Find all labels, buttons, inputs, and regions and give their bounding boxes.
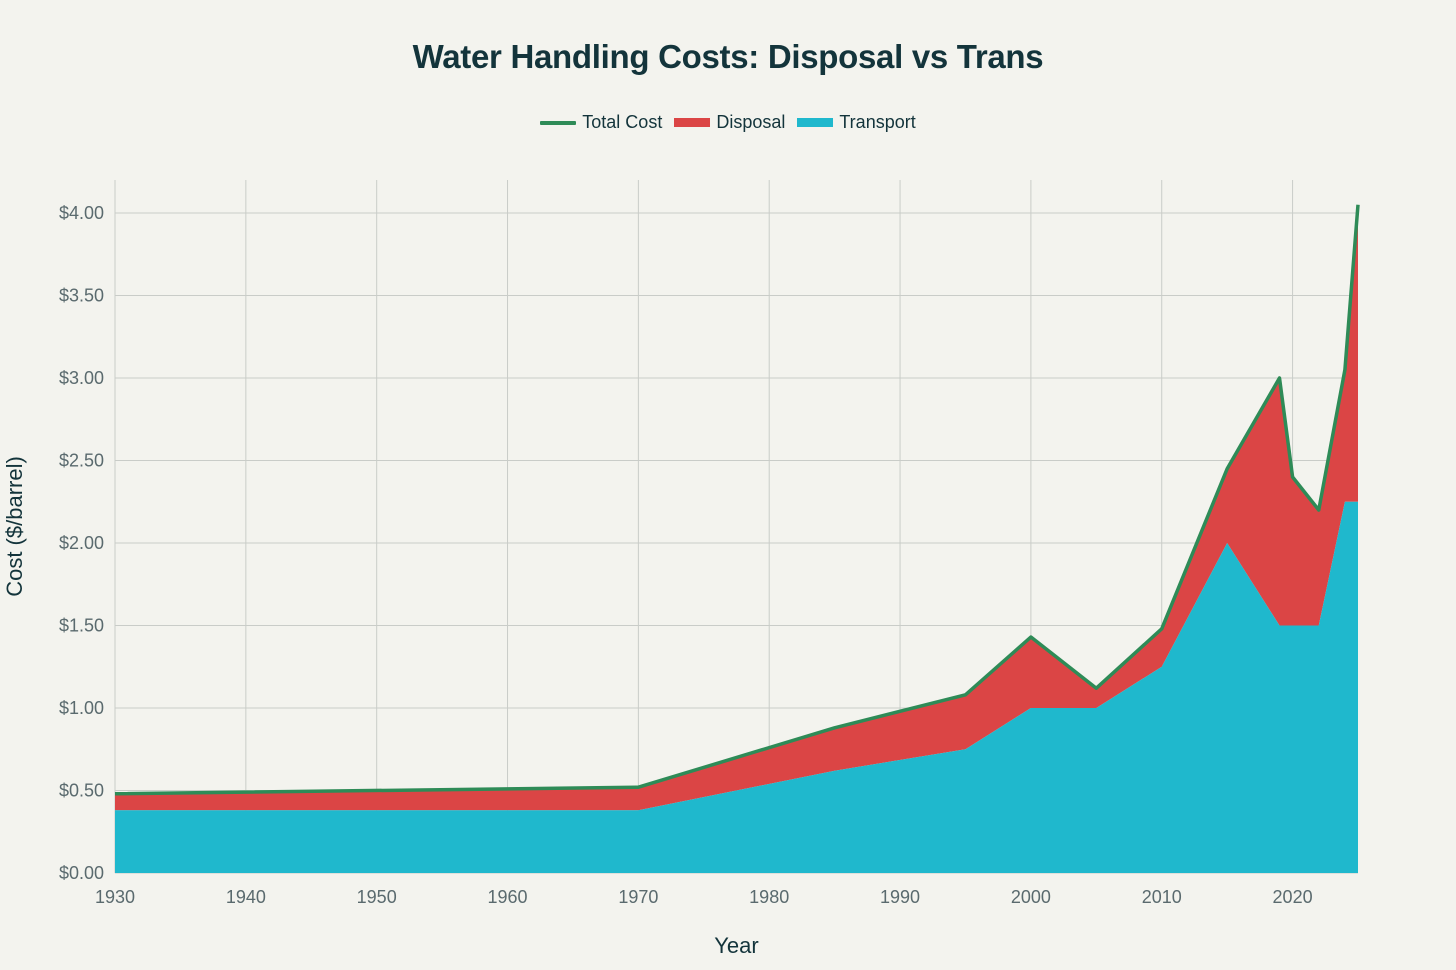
x-axis-title: Year	[714, 933, 758, 958]
y-tick-label: $2.00	[59, 533, 104, 553]
series-disposal-area[interactable]	[115, 204, 1358, 811]
area-layer	[115, 204, 1358, 873]
legend: Total Cost Disposal Transport	[0, 112, 1456, 133]
y-tick-label: $1.50	[59, 616, 104, 636]
x-tick-label: 1990	[880, 887, 920, 907]
x-tick-label: 2000	[1011, 887, 1051, 907]
legend-swatch-transport	[797, 118, 834, 127]
x-tick-label: 2020	[1273, 887, 1313, 907]
legend-label-total-cost: Total Cost	[582, 112, 663, 132]
x-tick-label: 1930	[95, 887, 135, 907]
legend-label-disposal: Disposal	[716, 112, 786, 132]
legend-item-disposal[interactable]: Disposal	[674, 112, 785, 133]
x-tick-label: 1950	[357, 887, 397, 907]
y-tick-label: $1.00	[59, 698, 104, 718]
legend-swatch-disposal	[674, 118, 711, 127]
tick-labels: 1930 1940 1950 1960 1970 1980 1990 2000 2010 2020…	[59, 203, 1313, 907]
y-tick-label: $3.00	[59, 368, 104, 388]
x-tick-label: 1980	[749, 887, 789, 907]
legend-swatch-total-cost	[540, 120, 577, 125]
x-tick-label: 1970	[618, 887, 658, 907]
legend-item-transport[interactable]: Transport	[797, 112, 916, 133]
legend-item-total-cost[interactable]: Total Cost	[540, 112, 662, 133]
y-tick-label: $0.50	[59, 781, 104, 801]
y-tick-label: $2.50	[59, 451, 104, 471]
x-tick-label: 1940	[226, 887, 266, 907]
line-layer	[114, 204, 1360, 796]
x-tick-label: 1960	[488, 887, 528, 907]
chart-title: Water Handling Costs: Disposal vs Trans	[412, 38, 1044, 75]
y-tick-label: $3.50	[59, 286, 104, 306]
legend-label-transport: Transport	[839, 112, 916, 132]
y-tick-label: $4.00	[59, 203, 104, 223]
y-tick-label: $0.00	[59, 863, 104, 883]
x-tick-label: 2010	[1142, 887, 1182, 907]
series-total-cost-line[interactable]	[114, 204, 1360, 796]
series-transport-area[interactable]	[115, 501, 1358, 873]
y-axis-title: Cost ($/barrel)	[2, 456, 27, 597]
